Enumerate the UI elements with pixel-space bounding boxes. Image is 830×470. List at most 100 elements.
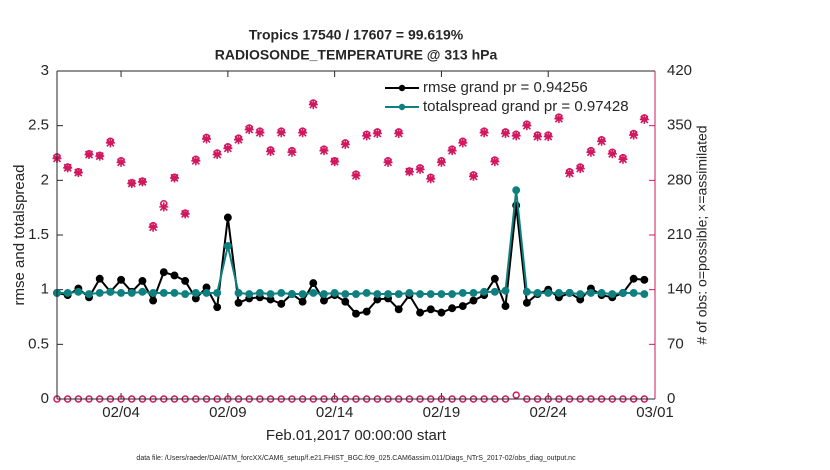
marker bbox=[341, 297, 350, 306]
marker bbox=[480, 287, 489, 296]
marker bbox=[223, 213, 232, 222]
marker bbox=[223, 241, 232, 250]
marker bbox=[255, 128, 265, 138]
marker bbox=[320, 290, 328, 298]
marker bbox=[341, 290, 350, 298]
marker bbox=[426, 290, 435, 298]
marker bbox=[255, 288, 264, 297]
marker bbox=[95, 274, 104, 283]
y2-axis-label: # of obs: o=possible; ×=assimilated bbox=[694, 125, 710, 344]
y-tick-label: 3 bbox=[41, 62, 49, 79]
marker bbox=[458, 288, 467, 297]
marker bbox=[640, 275, 649, 284]
marker bbox=[490, 287, 499, 296]
x-tick-label: 02/14 bbox=[316, 404, 354, 421]
marker bbox=[159, 202, 169, 212]
marker bbox=[533, 288, 542, 297]
marker bbox=[554, 114, 564, 124]
marker bbox=[298, 297, 307, 306]
marker bbox=[234, 298, 243, 307]
marker bbox=[404, 167, 414, 177]
y2-tick-label: 280 bbox=[667, 171, 692, 188]
marker bbox=[437, 290, 446, 298]
marker bbox=[468, 171, 478, 181]
marker bbox=[629, 130, 639, 140]
marker bbox=[501, 302, 510, 311]
marker bbox=[362, 288, 371, 297]
y-tick-label: 1.5 bbox=[28, 226, 49, 243]
x-tick-label: 02/24 bbox=[529, 404, 567, 421]
marker bbox=[608, 290, 617, 298]
marker bbox=[202, 134, 211, 144]
marker bbox=[138, 276, 147, 285]
marker bbox=[586, 147, 596, 157]
x-axis-label: Feb.01,2017 00:00:00 start bbox=[266, 427, 447, 444]
marker bbox=[512, 186, 521, 195]
marker bbox=[394, 305, 403, 314]
marker bbox=[490, 274, 499, 283]
marker bbox=[149, 288, 158, 297]
chart-subtitle: RADIOSONDE_TEMPERATURE @ 313 hPa bbox=[215, 47, 498, 63]
marker bbox=[383, 157, 393, 167]
marker bbox=[149, 296, 158, 305]
marker bbox=[63, 288, 72, 297]
marker bbox=[458, 302, 467, 311]
marker bbox=[148, 222, 158, 232]
marker bbox=[639, 114, 649, 124]
y-tick-label: 1 bbox=[41, 281, 49, 298]
x-tick-label: 02/19 bbox=[423, 404, 461, 421]
marker bbox=[127, 288, 136, 297]
marker bbox=[448, 290, 457, 298]
marker bbox=[619, 288, 627, 297]
marker bbox=[117, 288, 126, 297]
marker bbox=[213, 288, 222, 297]
x-tick-label: 03/01 bbox=[636, 404, 674, 421]
marker bbox=[84, 150, 94, 160]
marker bbox=[640, 290, 649, 298]
marker bbox=[490, 157, 500, 167]
y-tick-label: 0.5 bbox=[28, 335, 49, 352]
marker bbox=[436, 157, 446, 167]
marker bbox=[543, 132, 553, 142]
marker bbox=[287, 290, 296, 298]
marker bbox=[618, 154, 628, 164]
marker bbox=[127, 178, 137, 188]
marker bbox=[212, 150, 222, 160]
marker bbox=[169, 173, 179, 183]
marker bbox=[63, 163, 73, 173]
marker bbox=[416, 290, 425, 298]
footnote: data file: /Users/raeder/DAI/ATM_forcXX/… bbox=[136, 455, 576, 462]
marker bbox=[607, 149, 617, 159]
marker bbox=[74, 287, 83, 296]
marker bbox=[522, 287, 531, 296]
marker bbox=[629, 274, 638, 283]
marker bbox=[287, 147, 297, 157]
marker bbox=[384, 290, 392, 298]
legend-marker bbox=[398, 84, 406, 92]
y2-tick-label: 0 bbox=[667, 390, 675, 407]
marker bbox=[245, 290, 254, 298]
marker bbox=[234, 135, 244, 145]
marker bbox=[533, 132, 543, 142]
marker bbox=[352, 290, 360, 298]
marker bbox=[191, 156, 201, 166]
marker bbox=[117, 275, 126, 284]
legend-label: totalspread grand pr = 0.97428 bbox=[423, 98, 629, 115]
marker bbox=[308, 100, 318, 110]
marker bbox=[116, 157, 126, 167]
y2-tick-label: 210 bbox=[667, 226, 692, 243]
marker bbox=[159, 288, 168, 297]
marker bbox=[266, 290, 275, 298]
marker bbox=[213, 303, 222, 312]
marker bbox=[372, 128, 382, 138]
x-tick-label: 02/09 bbox=[209, 404, 247, 421]
marker bbox=[373, 290, 382, 298]
marker bbox=[330, 288, 339, 297]
marker bbox=[565, 168, 575, 178]
marker bbox=[469, 296, 478, 305]
marker bbox=[448, 304, 457, 313]
marker bbox=[362, 307, 371, 316]
marker bbox=[180, 209, 190, 219]
marker bbox=[320, 296, 328, 305]
marker bbox=[554, 288, 563, 297]
